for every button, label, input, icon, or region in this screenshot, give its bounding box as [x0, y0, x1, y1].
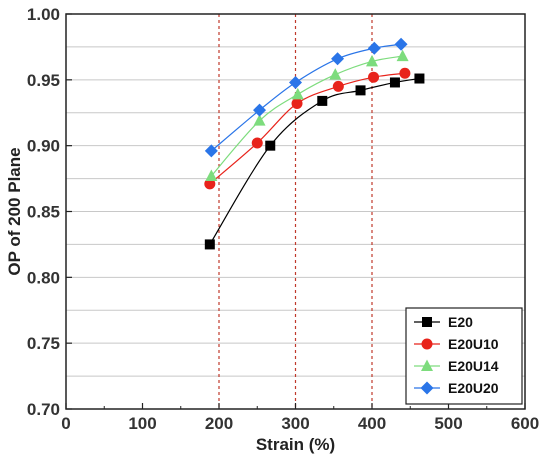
- series-e20: [204, 73, 425, 250]
- x-tick-label: 0: [61, 414, 70, 433]
- y-tick-label: 1.00: [27, 5, 60, 24]
- series-e20u20: [204, 37, 408, 158]
- data-point: [399, 67, 411, 79]
- y-axis-label: OP of 200 Plane: [5, 147, 24, 275]
- data-point: [366, 54, 378, 67]
- series-e20u14: [205, 49, 409, 181]
- data-point: [331, 52, 345, 66]
- data-point: [205, 169, 218, 181]
- legend-label: E20U14: [448, 358, 499, 374]
- data-point: [394, 37, 408, 51]
- legend-marker: [420, 381, 434, 395]
- y-tick-label: 0.70: [27, 400, 60, 419]
- data-point: [289, 75, 302, 89]
- series-line: [209, 72, 405, 185]
- data-point: [329, 68, 342, 80]
- data-point: [204, 239, 215, 250]
- legend-marker: [421, 359, 433, 371]
- y-tick-label: 0.85: [27, 203, 60, 222]
- legend-item: E20U10: [414, 336, 499, 352]
- data-point: [317, 95, 328, 106]
- data-point: [204, 144, 218, 158]
- data-point: [204, 178, 216, 190]
- x-tick-label: 200: [205, 414, 233, 433]
- data-point: [251, 137, 263, 149]
- legend-label: E20U10: [448, 336, 499, 352]
- legend-marker: [422, 317, 432, 327]
- data-point: [396, 49, 409, 62]
- data-point: [389, 77, 400, 88]
- data-point: [368, 71, 380, 83]
- data-point: [355, 85, 366, 96]
- data-point: [253, 103, 267, 117]
- x-tick-label: 400: [358, 414, 386, 433]
- data-point: [265, 140, 276, 151]
- series-layer: [204, 37, 425, 250]
- x-tick-label: 600: [511, 414, 539, 433]
- data-point: [291, 98, 303, 110]
- x-axis-label: Strain (%): [256, 435, 335, 454]
- axis-layer: 0 100 200 300 400 500 600 0.70 0.75 0.80 0.85 0.90 0…: [27, 5, 539, 433]
- x-tick-label: 300: [281, 414, 309, 433]
- series-line: [209, 77, 420, 245]
- data-point: [414, 73, 425, 84]
- y-tick-label: 0.80: [27, 268, 60, 287]
- data-point: [291, 87, 304, 100]
- legend-item: E20U14: [414, 358, 499, 374]
- x-tick-label: 100: [128, 414, 156, 433]
- x-tick-label: 500: [434, 414, 462, 433]
- data-point: [367, 41, 381, 55]
- legend-item: E20: [414, 314, 473, 330]
- legend-label: E20U20: [448, 380, 499, 396]
- series-e20u10: [204, 67, 411, 190]
- legend-item: E20U20: [414, 380, 499, 396]
- y-tick-label: 0.75: [27, 334, 60, 353]
- y-tick-label: 0.90: [27, 137, 60, 156]
- legend-label: E20: [448, 314, 473, 330]
- y-tick-label: 0.95: [27, 71, 60, 90]
- data-point: [332, 80, 344, 92]
- data-point: [253, 114, 266, 126]
- legend-marker: [421, 338, 433, 350]
- legend: E20 E20U10 E20U14 E20U20: [405, 307, 523, 405]
